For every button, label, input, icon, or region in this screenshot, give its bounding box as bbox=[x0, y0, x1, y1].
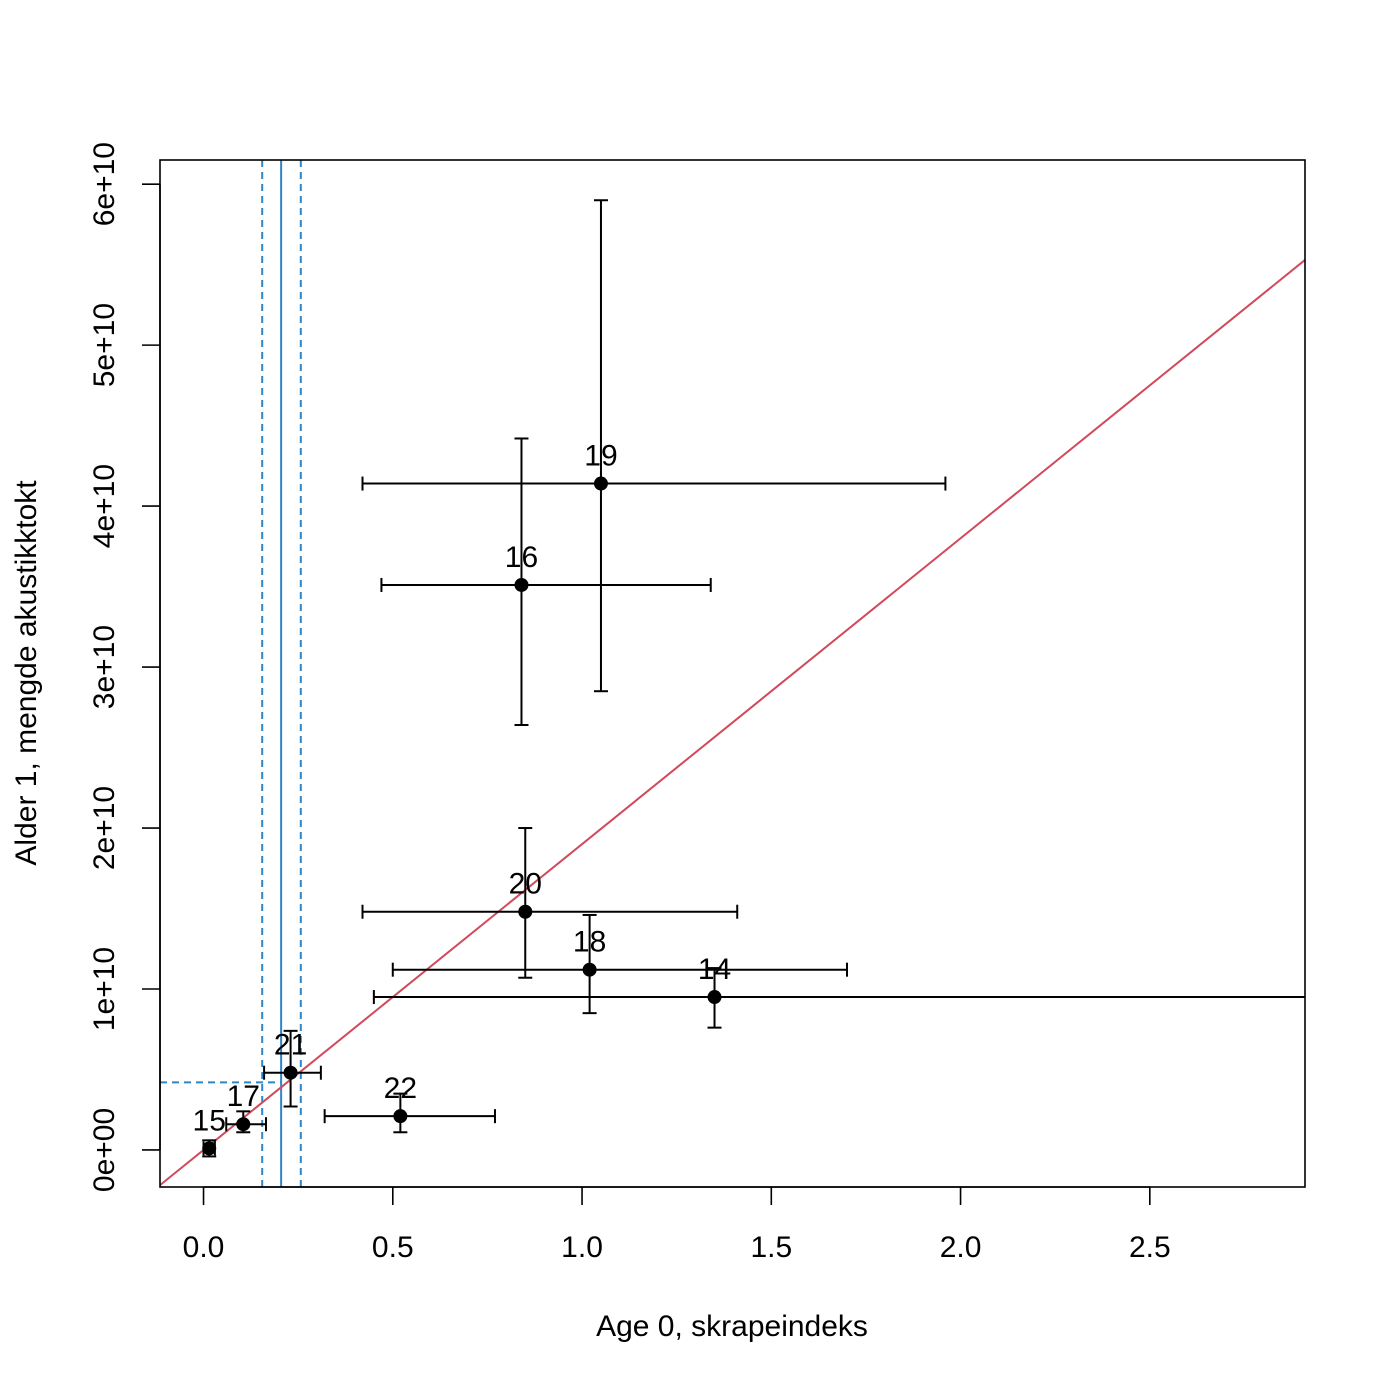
x-tick-label: 2.5 bbox=[1129, 1231, 1171, 1264]
point-label: 17 bbox=[227, 1080, 260, 1113]
x-tick-label: 2.0 bbox=[940, 1231, 982, 1264]
point-labels: 14 15 16 17 18 19 20 21 22 bbox=[193, 440, 732, 1138]
x-tick-label: 0.0 bbox=[183, 1231, 225, 1264]
x-tick-label: 1.0 bbox=[561, 1231, 603, 1264]
data-point bbox=[393, 1109, 408, 1124]
y-tick-label: 1e+10 bbox=[88, 947, 121, 1031]
y-tick-label: 6e+10 bbox=[88, 142, 121, 226]
point-label: 20 bbox=[509, 868, 542, 901]
point-label: 22 bbox=[384, 1072, 417, 1105]
y-tick-label: 4e+10 bbox=[88, 464, 121, 548]
data-point bbox=[202, 1141, 217, 1156]
data-point bbox=[283, 1065, 298, 1080]
point-label: 19 bbox=[584, 440, 617, 473]
plot-area-lines bbox=[160, 160, 1305, 1187]
y-axis-title: Alder 1, mengde akustikktokt bbox=[10, 480, 43, 866]
data-points bbox=[202, 476, 722, 1156]
x-tick-label: 0.5 bbox=[372, 1231, 414, 1264]
y-tick-label: 0e+00 bbox=[88, 1108, 121, 1192]
data-point bbox=[236, 1117, 251, 1132]
y-tick-label: 2e+10 bbox=[88, 786, 121, 870]
data-point bbox=[593, 476, 608, 491]
x-axis: 0.0 0.5 1.0 1.5 2.0 2.5 bbox=[183, 1186, 1171, 1264]
y-axis: 0e+00 1e+10 2e+10 3e+10 4e+10 5e+10 6e+10 bbox=[88, 142, 161, 1192]
point-label: 16 bbox=[505, 541, 538, 574]
data-point bbox=[582, 962, 597, 977]
y-tick-label: 5e+10 bbox=[88, 303, 121, 387]
data-point bbox=[514, 577, 529, 592]
point-label: 18 bbox=[573, 926, 606, 959]
data-point bbox=[707, 990, 722, 1005]
point-label: 14 bbox=[698, 953, 731, 986]
y-tick-label: 3e+10 bbox=[88, 625, 121, 709]
data-point bbox=[518, 904, 533, 919]
point-label: 21 bbox=[274, 1029, 307, 1062]
regression-line bbox=[160, 259, 1305, 1186]
x-tick-label: 1.5 bbox=[750, 1231, 792, 1264]
x-axis-title: Age 0, skrapeindeks bbox=[596, 1310, 868, 1343]
point-label: 15 bbox=[193, 1104, 226, 1137]
